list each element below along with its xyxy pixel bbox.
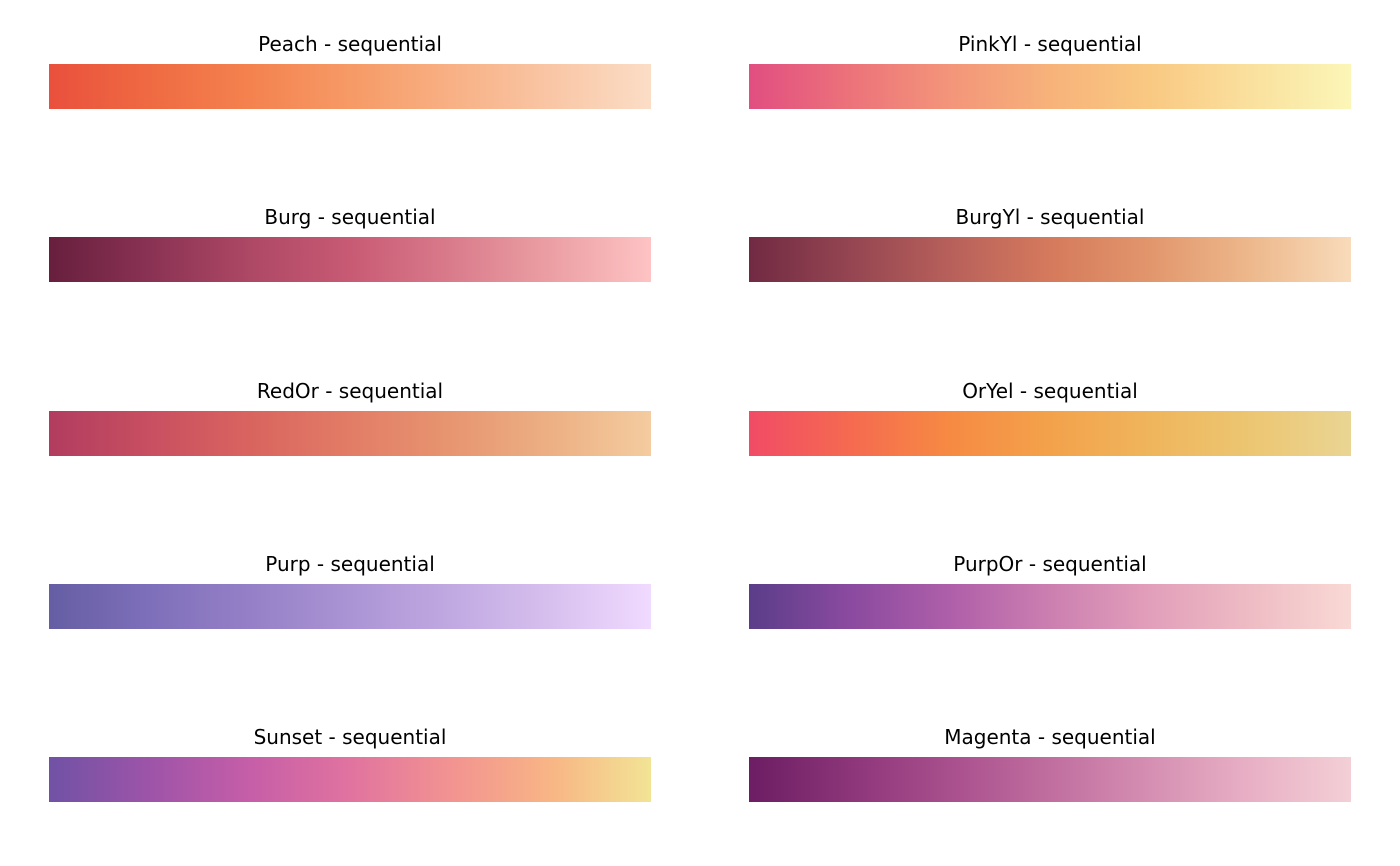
palette-bar xyxy=(749,410,1351,456)
gradient-swatch xyxy=(49,64,651,109)
gradient-swatch xyxy=(49,757,651,803)
gradient-swatch xyxy=(749,64,1351,109)
palette-title: PinkYl - sequential xyxy=(958,32,1142,56)
palette-title: RedOr - sequential xyxy=(256,378,444,403)
palette-bar xyxy=(749,583,1351,629)
gradient-swatch xyxy=(749,583,1351,629)
palette-title: OrYel - sequential xyxy=(962,378,1138,403)
palette-title: Peach - sequential xyxy=(258,32,442,56)
gradient-swatch xyxy=(749,237,1351,283)
palette-title: Magenta - sequential xyxy=(944,725,1156,750)
gradient-swatch xyxy=(49,237,651,283)
palette-title: PurpOr - sequential xyxy=(953,551,1147,576)
palette-bar xyxy=(749,757,1351,803)
palette-title: Burg - sequential xyxy=(264,205,436,230)
palette-title: BurgYl - sequential xyxy=(955,205,1145,230)
gradient-swatch xyxy=(49,583,651,629)
palette-bar xyxy=(749,237,1351,283)
gradient-swatch xyxy=(749,410,1351,456)
palette-bar xyxy=(49,64,651,109)
gradient-swatch xyxy=(49,410,651,456)
palette-bar xyxy=(49,757,651,803)
palette-bar xyxy=(749,64,1351,109)
palette-bar xyxy=(49,583,651,629)
gradient-swatch xyxy=(749,757,1351,803)
palette-bar xyxy=(49,410,651,456)
palette-title: Purp - sequential xyxy=(265,551,435,576)
palette-title: Sunset - sequential xyxy=(253,725,447,750)
palette-bar xyxy=(49,237,651,283)
